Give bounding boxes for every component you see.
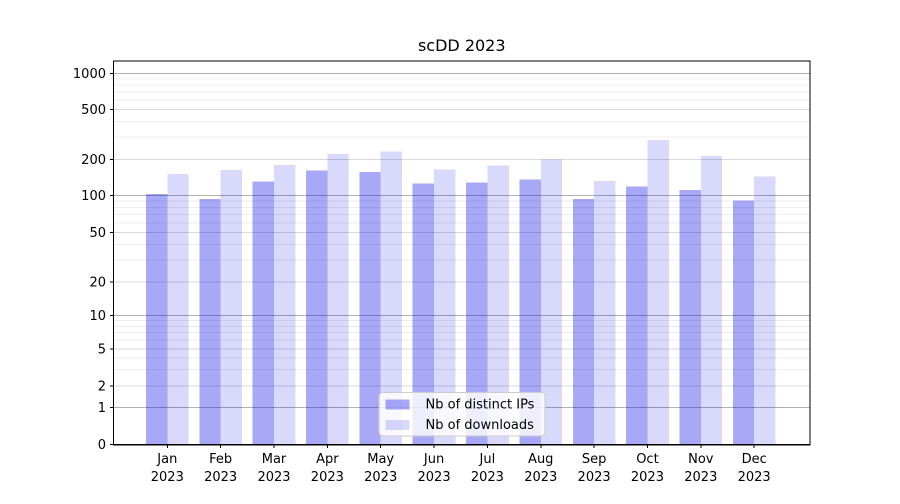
- plot-border: [112, 60, 811, 446]
- chart-title: scDD 2023: [418, 36, 506, 55]
- bar-downloads-sep: [594, 180, 616, 445]
- x-tick-label-year-jun: 2023: [418, 470, 451, 485]
- legend: Nb of distinct IPs Nb of downloads: [378, 392, 546, 437]
- bar-downloads-jul: [487, 165, 509, 445]
- legend-box: [378, 392, 546, 437]
- bar-downloads-jan: [167, 173, 189, 445]
- legend-swatch-downloads: [385, 420, 410, 430]
- x-tick-label-sep: Sep: [582, 452, 607, 467]
- bar-downloads-jun: [434, 169, 456, 445]
- bar-distinct-ips-jan: [145, 193, 168, 445]
- y-tick-label-1000: 1000: [73, 67, 106, 82]
- legend-label-distinct-ips: Nb of distinct IPs: [426, 398, 535, 413]
- x-tick-label-jun: Jun: [423, 452, 444, 467]
- x-tick-label-year-may: 2023: [364, 470, 397, 485]
- x-tick-label-feb: Feb: [209, 452, 232, 467]
- x-tick-label-aug: Aug: [528, 452, 553, 467]
- x-tick-label-mar: Mar: [262, 452, 287, 467]
- bar-distinct-ips-sep: [572, 199, 595, 445]
- x-tick-label-year-mar: 2023: [257, 470, 290, 485]
- y-tick-label-2: 2: [98, 380, 106, 395]
- bar-downloads-nov: [700, 155, 723, 445]
- bar-downloads-may: [380, 151, 403, 445]
- x-tick-label-year-jan: 2023: [151, 470, 184, 485]
- bar-downloads-mar: [274, 164, 296, 445]
- bar-distinct-ips-may: [359, 172, 381, 445]
- y-tick-label-20: 20: [89, 276, 106, 291]
- x-tick-label-oct: Oct: [636, 452, 658, 467]
- x-tick-label-year-jul: 2023: [471, 470, 504, 485]
- legend-swatch-distinct-ips: [385, 399, 410, 410]
- x-tick-label-nov: Nov: [688, 452, 714, 467]
- bar-downloads-dec: [754, 176, 776, 445]
- y-tick-label-10: 10: [89, 309, 106, 324]
- x-tick-label-year-apr: 2023: [311, 470, 344, 485]
- x-tick-label-jan: Jan: [156, 452, 177, 467]
- plot-area: 0 1 2 5 10 20 50 100 200 500 1000 Jan 2023 Feb 2023 Mar…: [73, 60, 811, 485]
- bar-distinct-ips-apr: [306, 170, 328, 445]
- bar-downloads-apr: [327, 153, 349, 445]
- x-tick-label-year-nov: 2023: [684, 470, 717, 485]
- bar-distinct-ips-dec: [732, 200, 755, 445]
- y-tick-label-1: 1: [98, 401, 106, 416]
- legend-label-downloads: Nb of downloads: [426, 418, 535, 433]
- y-tick-label-200: 200: [81, 153, 106, 168]
- bar-distinct-ips-nov: [679, 189, 701, 445]
- x-tick-label-year-feb: 2023: [204, 470, 237, 485]
- bar-distinct-ips-oct: [626, 186, 648, 445]
- y-tick-label-0: 0: [98, 438, 106, 453]
- y-tick-label-5: 5: [98, 342, 106, 357]
- bar-distinct-ips-jun: [412, 183, 435, 445]
- y-tick-label-500: 500: [81, 103, 106, 118]
- bar-downloads-feb: [220, 170, 242, 445]
- bar-downloads-oct: [647, 139, 669, 445]
- y-tick-label-50: 50: [89, 226, 106, 241]
- x-tick-label-dec: Dec: [742, 452, 767, 467]
- x-tick-label-jul: Jul: [479, 452, 496, 467]
- y-tick-label-100: 100: [81, 189, 106, 204]
- bar-distinct-ips-feb: [199, 199, 221, 445]
- bar-distinct-ips-aug: [519, 179, 541, 445]
- x-tick-label-year-aug: 2023: [524, 470, 557, 485]
- x-tick-label-apr: Apr: [316, 452, 339, 467]
- bar-distinct-ips-mar: [252, 181, 274, 445]
- bar-distinct-ips-jul: [466, 182, 488, 445]
- bar-downloads-aug: [540, 159, 563, 445]
- x-tick-label-may: May: [367, 452, 394, 467]
- x-tick-label-year-sep: 2023: [578, 470, 611, 485]
- x-tick-label-year-dec: 2023: [738, 470, 771, 485]
- x-tick-label-year-oct: 2023: [631, 470, 664, 485]
